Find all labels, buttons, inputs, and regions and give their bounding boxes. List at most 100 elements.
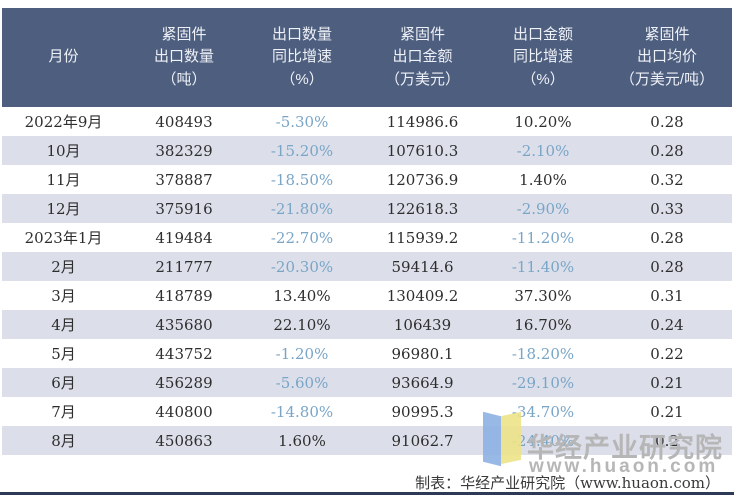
column-header-line: 出口金额	[512, 25, 573, 43]
cell-export-value: 106439	[361, 310, 484, 339]
column-header-line: （万美元）	[384, 70, 460, 88]
cell-export-quantity: 435680	[125, 310, 243, 339]
cell-quantity-yoy: -21.80%	[243, 194, 361, 223]
cell-value-yoy: -29.10%	[484, 368, 602, 397]
table-row: 6月 456289 -5.60% 93664.9 -29.10% 0.21	[2, 368, 732, 397]
cell-export-quantity: 450863	[125, 426, 243, 455]
cell-month: 3月	[51, 287, 76, 305]
column-header-line: 同比增速	[512, 48, 573, 66]
cell-quantity-yoy: -14.80%	[270, 402, 334, 421]
table-row: 12月 375916 -21.80% 122618.3 -2.90% 0.33	[2, 194, 732, 223]
cell-month: 2月	[2, 252, 125, 281]
column-header-line: 紧固件	[161, 25, 207, 43]
cell-month: 2022年9月	[24, 113, 103, 131]
cell-month: 11月	[46, 171, 81, 189]
cell-avg-price: 0.21	[602, 368, 732, 397]
cell-quantity-yoy: -20.30%	[243, 252, 361, 281]
table-row: 8月 450863 1.60% 91062.7 -24.40% 0.2	[2, 426, 732, 455]
huaon-logo-icon	[501, 411, 521, 465]
cell-value-yoy: -2.90%	[484, 194, 602, 223]
cell-export-quantity: 375916	[125, 194, 243, 223]
column-header-quantity-yoy: 出口数量同比增速 （%）	[243, 8, 361, 107]
cell-quantity-yoy: -5.60%	[243, 368, 361, 397]
column-header-line: （吨）	[161, 70, 207, 88]
cell-quantity-yoy: -5.30%	[275, 112, 329, 131]
column-header-export-quantity: 紧固件出口数量 （吨）	[125, 8, 243, 107]
cell-quantity-yoy: -22.70%	[270, 228, 334, 247]
cell-export-value: 130409.2	[386, 286, 459, 305]
cell-export-value: 114986.6	[386, 112, 459, 131]
cell-export-value: 91062.7	[361, 426, 484, 455]
cell-export-quantity: 443752	[155, 344, 213, 363]
table-header: 月份 紧固件 出口数量 （吨） 出口数量 同比增速 （%） 紧固件 出口金额 （万美元） 出口金额同…	[2, 8, 732, 107]
cell-export-value: 120736.9	[386, 170, 459, 189]
cell-quantity-yoy: 22.10%	[243, 310, 361, 339]
cell-export-quantity: 378887	[155, 170, 213, 189]
cell-export-value: 122618.3	[361, 194, 484, 223]
cell-avg-price: 0.22	[650, 344, 684, 363]
cell-avg-price: 0.21	[650, 402, 684, 421]
fastener-export-table: 月份 紧固件 出口数量 （吨） 出口数量 同比增速 （%） 紧固件 出口金额 （万美元） 出口金额同…	[2, 8, 732, 455]
column-header-line: 出口金额	[392, 48, 453, 66]
cell-export-value: 96980.1	[391, 344, 454, 363]
cell-month: 2023年1月	[24, 229, 103, 247]
cell-value-yoy: -34.70%	[511, 402, 575, 421]
column-header-month: 月份	[2, 8, 125, 107]
table-credit: 制表：华经产业研究院（www.huaon.com）	[415, 474, 720, 492]
table-row: 11月 378887 -18.50% 120736.9 1.40% 0.32	[2, 165, 732, 194]
cell-export-quantity: 418789	[155, 286, 213, 305]
cell-avg-price: 0.31	[650, 286, 684, 305]
cell-quantity-yoy: 13.40%	[273, 286, 331, 305]
column-header-line: 同比增速	[271, 48, 332, 66]
column-header-line: （万美元/吨）	[619, 70, 715, 88]
table-row: 2022年9月 408493 -5.30% 114986.6 10.20% 0.28	[2, 107, 732, 136]
cell-value-yoy: 10.20%	[514, 112, 572, 131]
cell-avg-price: 0.28	[650, 112, 684, 131]
cell-month: 5月	[51, 345, 76, 363]
cell-avg-price: 0.32	[650, 170, 684, 189]
cell-export-value: 93664.9	[361, 368, 484, 397]
cell-avg-price: 0.2	[602, 426, 732, 455]
column-header-line: 出口均价	[636, 48, 697, 66]
table-row: 3月 418789 13.40% 130409.2 37.30% 0.31	[2, 281, 732, 310]
cell-avg-price: 0.28	[602, 136, 732, 165]
cell-value-yoy: 37.30%	[514, 286, 572, 305]
cell-avg-price: 0.28	[602, 252, 732, 281]
cell-month: 4月	[2, 310, 125, 339]
column-header-line: （%）	[521, 70, 565, 88]
cell-month: 12月	[2, 194, 125, 223]
watermark-org-name: 华经产业研究院	[527, 433, 723, 463]
data-table-container: 月份 紧固件 出口数量 （吨） 出口数量 同比增速 （%） 紧固件 出口金额 （万美元） 出口金额同…	[2, 8, 732, 455]
cell-export-quantity: 408493	[155, 112, 213, 131]
cell-quantity-yoy: 1.60%	[243, 426, 361, 455]
cell-export-value: 115939.2	[386, 228, 459, 247]
table-row: 2月 211777 -20.30% 59414.6 -11.40% 0.28	[2, 252, 732, 281]
table-row: 10月 382329 -15.20% 107610.3 -2.10% 0.28	[2, 136, 732, 165]
cell-avg-price: 0.33	[602, 194, 732, 223]
cell-month: 8月	[2, 426, 125, 455]
column-header-avg-price: 紧固件 出口均价 （万美元/吨）	[602, 8, 732, 107]
table-body: 2022年9月 408493 -5.30% 114986.6 10.20% 0.28 10月…	[2, 107, 732, 455]
column-header-line: 出口数量	[271, 25, 332, 43]
cell-export-quantity: 456289	[125, 368, 243, 397]
cell-value-yoy: 1.40%	[519, 170, 567, 189]
bottom-accent-line	[0, 492, 734, 495]
cell-export-value: 107610.3	[361, 136, 484, 165]
table-row: 5月 443752 -1.20% 96980.1 -18.20% 0.22	[2, 339, 732, 368]
cell-value-yoy: 16.70%	[484, 310, 602, 339]
watermark-url: www.huaon.com	[529, 456, 719, 477]
column-header-line: 月份	[48, 48, 79, 66]
cell-export-quantity: 419484	[155, 228, 213, 247]
cell-value-yoy: -11.40%	[484, 252, 602, 281]
column-header-line: （%）	[280, 70, 324, 88]
cell-export-value: 90995.3	[391, 402, 454, 421]
column-header-line: 出口数量	[153, 48, 214, 66]
column-header-line: 紧固件	[399, 25, 445, 43]
cell-month: 6月	[2, 368, 125, 397]
huaon-logo-icon	[483, 411, 501, 467]
cell-export-value: 59414.6	[361, 252, 484, 281]
cell-quantity-yoy: -18.50%	[270, 170, 334, 189]
column-header-value-yoy: 出口金额同比增速 （%）	[484, 8, 602, 107]
cell-avg-price: 0.28	[650, 228, 684, 247]
